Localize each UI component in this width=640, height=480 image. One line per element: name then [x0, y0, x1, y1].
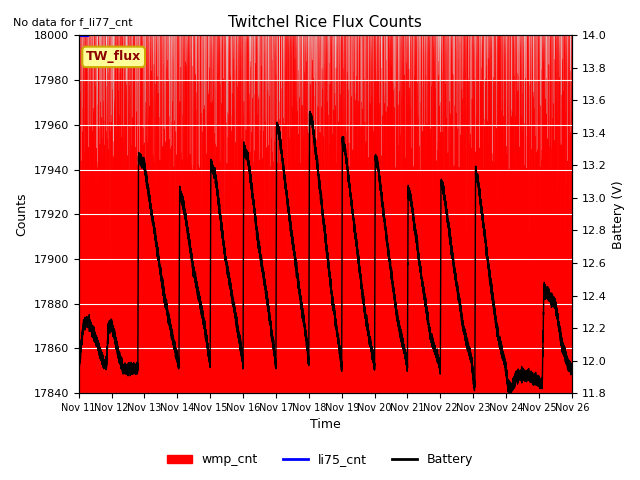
X-axis label: Time: Time [310, 419, 340, 432]
Y-axis label: Battery (V): Battery (V) [612, 180, 625, 249]
Bar [79, 80, 572, 125]
Bar [79, 169, 572, 214]
Bar [79, 348, 572, 393]
Title: Twitchel Rice Flux Counts: Twitchel Rice Flux Counts [228, 15, 422, 30]
Y-axis label: Counts: Counts [15, 192, 28, 236]
Bar [79, 125, 572, 169]
Bar [79, 259, 572, 304]
Bar [79, 36, 572, 80]
Bar [79, 304, 572, 348]
Text: TW_flux: TW_flux [86, 50, 141, 63]
Legend: wmp_cnt, li75_cnt, Battery: wmp_cnt, li75_cnt, Battery [162, 448, 478, 471]
Text: No data for f_li77_cnt: No data for f_li77_cnt [13, 17, 132, 28]
Bar [79, 214, 572, 259]
